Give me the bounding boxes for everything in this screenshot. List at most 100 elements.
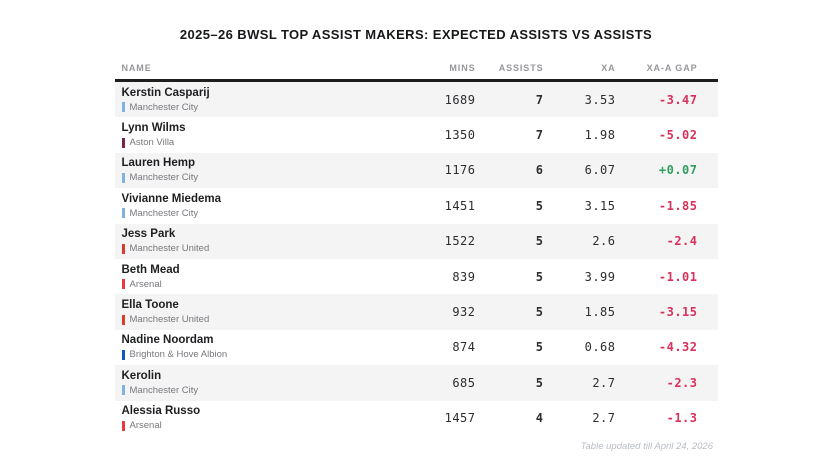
player-cell: Jess Park Manchester United	[121, 228, 410, 255]
column-header-assists: ASSISTS	[498, 63, 544, 73]
header-divider	[114, 79, 718, 82]
mins-value: 932	[452, 305, 476, 320]
assists-table: NAME MINS ASSISTS XA XA-A GAP Kerstin Ca…	[114, 57, 718, 436]
team-line: Manchester City	[121, 384, 410, 396]
xa-value: 2.7	[592, 411, 616, 426]
player-name: Alessia Russo	[121, 405, 201, 418]
team-color-bar	[121, 102, 125, 113]
column-header-name: NAME	[121, 63, 152, 73]
team-line: Manchester City	[121, 101, 410, 113]
xa-value: 1.98	[584, 128, 616, 143]
team-name: Arsenal	[129, 278, 162, 290]
assists-value: 4	[535, 411, 544, 426]
assists-value: 5	[535, 234, 544, 249]
player-cell: Nadine Noordam Brighton & Hove Albion	[121, 334, 410, 361]
team-name: Aston Villa	[129, 137, 175, 149]
team-line: Manchester United	[121, 314, 410, 326]
player-name: Kerolin	[121, 369, 162, 382]
team-name: Manchester City	[129, 384, 199, 396]
team-color-bar	[121, 349, 125, 360]
column-header-mins: MINS	[449, 63, 476, 73]
column-header-xa-a-gap: XA-A GAP	[646, 63, 698, 73]
mins-value: 874	[452, 340, 476, 355]
mins-value: 1689	[444, 92, 476, 107]
table-row: Beth Mead Arsenal 839 5 3.99 -1.01	[115, 259, 718, 294]
gap-value: -1.3	[666, 411, 698, 426]
team-color-bar	[121, 420, 125, 431]
gap-value: -2.4	[666, 234, 698, 249]
team-line: Manchester City	[121, 172, 410, 184]
team-name: Manchester City	[129, 207, 199, 219]
assists-value: 5	[535, 305, 544, 320]
table-row: Kerolin Manchester City 685 5 2.7 -2.3	[114, 365, 718, 401]
gap-value: -4.32	[658, 340, 698, 355]
player-cell: Kerolin Manchester City	[121, 369, 410, 396]
table-row: Ella Toone Manchester United 932 5 1.85 …	[114, 294, 718, 330]
player-cell: Lynn Wilms Aston Villa	[121, 122, 410, 149]
gap-value: -2.3	[666, 375, 698, 390]
player-cell: Ella Toone Manchester United	[121, 299, 410, 326]
team-line: Manchester City	[121, 207, 410, 219]
team-line: Aston Villa	[121, 137, 410, 149]
mins-value: 1451	[444, 198, 476, 213]
gap-value: -5.02	[658, 128, 698, 143]
xa-value: 0.68	[584, 340, 616, 355]
table-row: Jess Park Manchester United 1522 5 2.6 -…	[114, 223, 718, 259]
table-header-row: NAME MINS ASSISTS XA XA-A GAP	[115, 57, 718, 79]
team-name: Manchester United	[129, 243, 210, 255]
team-line: Arsenal	[121, 278, 410, 290]
table-row: Kerstin Casparij Manchester City 1689 7 …	[114, 82, 718, 118]
player-cell: Kerstin Casparij Manchester City	[121, 86, 410, 113]
xa-value: 2.6	[592, 234, 616, 249]
team-name: Manchester United	[129, 314, 210, 326]
xa-value: 2.7	[592, 375, 616, 390]
mins-value: 839	[452, 269, 476, 284]
team-color-bar	[121, 385, 125, 396]
player-cell: Alessia Russo Arsenal	[121, 405, 410, 432]
player-name: Lynn Wilms	[121, 122, 186, 135]
team-color-bar	[121, 314, 125, 325]
player-name: Beth Mead	[121, 263, 180, 276]
team-name: Arsenal	[129, 420, 162, 432]
assists-value: 5	[535, 269, 544, 284]
team-color-bar	[121, 279, 125, 290]
xa-value: 6.07	[584, 163, 616, 178]
player-cell: Lauren Hemp Manchester City	[121, 157, 410, 184]
team-color-bar	[121, 172, 125, 183]
player-cell: Beth Mead Arsenal	[121, 263, 410, 290]
team-name: Manchester City	[129, 101, 199, 113]
team-color-bar	[121, 137, 125, 148]
team-line: Arsenal	[121, 420, 410, 432]
gap-value: -3.15	[658, 305, 698, 320]
assists-value: 5	[535, 198, 544, 213]
player-name: Kerstin Casparij	[121, 86, 210, 99]
xa-value: 3.99	[584, 269, 616, 284]
table-row: Lauren Hemp Manchester City 1176 6 6.07 …	[114, 152, 718, 189]
gap-value: -1.01	[658, 269, 698, 284]
mins-value: 1176	[444, 163, 476, 178]
table-row: Lynn Wilms Aston Villa 1350 7 1.98 -5.02	[115, 117, 718, 152]
gap-value: -3.47	[658, 92, 698, 107]
gap-value: -1.85	[658, 198, 698, 213]
assists-value: 5	[535, 340, 544, 355]
column-header-xa: XA	[601, 63, 616, 73]
table-row: Alessia Russo Arsenal 1457 4 2.7 -1.3	[115, 401, 718, 436]
player-name: Jess Park	[121, 228, 176, 241]
assists-value: 5	[535, 375, 544, 390]
table-row: Vivianne Miedema Manchester City 1451 5 …	[115, 188, 718, 223]
xa-value: 3.53	[584, 92, 616, 107]
assists-value: 6	[535, 163, 544, 178]
team-name: Manchester City	[129, 172, 199, 184]
page-title: 2025–26 BWSL TOP ASSIST MAKERS: EXPECTED…	[179, 27, 653, 42]
team-name: Brighton & Hove Albion	[129, 349, 228, 361]
table-body: Kerstin Casparij Manchester City 1689 7 …	[114, 82, 718, 436]
player-name: Nadine Noordam	[121, 334, 214, 347]
team-line: Brighton & Hove Albion	[121, 349, 410, 361]
mins-value: 685	[452, 375, 476, 390]
xa-value: 3.15	[584, 198, 616, 213]
assists-value: 7	[535, 128, 544, 143]
player-name: Lauren Hemp	[121, 157, 196, 170]
player-name: Vivianne Miedema	[121, 192, 222, 205]
team-color-bar	[121, 208, 125, 219]
